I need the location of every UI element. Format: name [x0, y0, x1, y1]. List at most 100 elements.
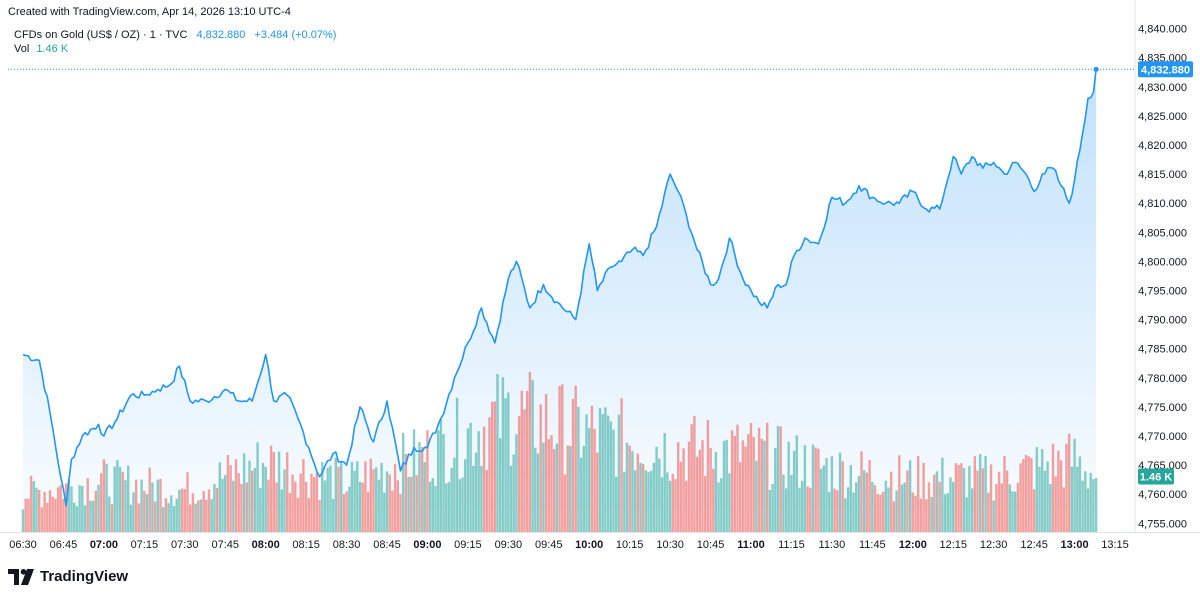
volume-bar	[253, 467, 257, 532]
volume-bar	[453, 457, 456, 532]
volume-bar	[375, 467, 378, 532]
volume-bar	[1016, 482, 1020, 532]
volume-bar	[809, 487, 812, 532]
volume-bar	[110, 504, 114, 532]
volume-bar	[906, 470, 909, 532]
volume-bar	[760, 438, 763, 532]
y-tick-label: 4,825.000	[1138, 111, 1187, 123]
y-tick-label: 4,805.000	[1138, 227, 1187, 239]
volume-bar	[1019, 463, 1022, 532]
volume-bar	[329, 465, 332, 532]
volume-bar	[455, 397, 459, 532]
last-price-tag: 4,832.880	[1138, 61, 1193, 78]
volume-bar	[887, 487, 890, 532]
volume-bar	[366, 491, 370, 532]
volume-bar	[369, 458, 372, 532]
volume-bar	[660, 477, 664, 532]
volume-bar	[917, 456, 920, 532]
volume-bar	[269, 445, 273, 532]
volume-bar	[124, 480, 127, 532]
volume-bar	[64, 483, 68, 532]
tradingview-logo-icon	[8, 568, 34, 585]
volume-bar	[774, 448, 777, 532]
volume-bar	[617, 414, 621, 532]
volume-bar	[911, 492, 914, 532]
y-tick-label: 4,815.000	[1138, 169, 1187, 181]
volume-bar	[828, 491, 831, 532]
volume-bar	[981, 468, 985, 532]
volume-bar	[825, 458, 828, 532]
volume-bar	[256, 442, 259, 532]
tradingview-logo[interactable]: TradingView	[8, 568, 128, 585]
volume-bar	[1057, 450, 1060, 532]
volume-bar	[1027, 456, 1030, 532]
volume-bar	[135, 479, 138, 532]
volume-bar	[957, 464, 960, 532]
volume-bar	[326, 467, 329, 532]
volume-bar	[350, 462, 354, 532]
volume-bar	[466, 428, 470, 532]
volume-bar	[593, 428, 596, 532]
volume-bar	[323, 480, 327, 532]
volume-bar	[687, 441, 691, 532]
x-tick-label: 12:00	[899, 539, 927, 551]
volume-bar	[215, 487, 219, 532]
x-tick-label: 07:30	[171, 539, 199, 551]
volume-bar	[782, 474, 785, 532]
x-tick-label: 11:15	[778, 539, 805, 551]
volume-bar	[91, 500, 95, 532]
volume-bar	[1059, 460, 1063, 532]
volume-bar	[259, 487, 262, 532]
volume-bar	[658, 458, 661, 532]
volume-bar	[741, 440, 745, 532]
volume-bar	[747, 434, 750, 532]
volume-bar	[1068, 433, 1071, 532]
volume-bar	[428, 481, 432, 532]
volume-bar	[666, 472, 669, 532]
volume-bar	[1041, 449, 1044, 532]
volume-bar	[881, 491, 885, 532]
volume-bar	[380, 463, 383, 532]
volume-bar	[334, 457, 337, 532]
volume-bar	[499, 438, 502, 532]
volume-bar	[995, 484, 998, 532]
volume-bar	[1005, 470, 1009, 532]
volume-bar	[318, 500, 321, 532]
x-tick-label: 08:45	[373, 539, 401, 551]
volume-bar	[353, 470, 356, 532]
volume-bar	[685, 480, 688, 532]
volume-bar	[571, 399, 575, 532]
volume-bar	[927, 482, 931, 532]
volume-bar	[574, 385, 577, 532]
volume-bar	[194, 503, 197, 532]
volume-bar	[102, 459, 106, 532]
volume-bar	[836, 490, 839, 532]
volume-bar	[733, 436, 736, 532]
volume-bar	[517, 416, 521, 532]
volume-bar	[62, 498, 65, 532]
symbol-label[interactable]: CFDs on Gold (US$ / OZ) · 1 · TVC	[14, 29, 188, 41]
volume-bar	[199, 499, 203, 532]
volume-bar	[280, 489, 283, 532]
volume-bar	[712, 468, 715, 532]
volume-bar	[132, 492, 135, 532]
volume-bar	[504, 398, 507, 532]
volume-label[interactable]: Vol	[14, 43, 30, 55]
volume-bar	[296, 497, 300, 532]
volume-bar	[539, 404, 542, 532]
volume-bar	[752, 437, 755, 532]
volume-bar	[356, 461, 359, 532]
volume-bar	[496, 374, 499, 532]
volume-bar	[941, 457, 944, 532]
volume-bar	[213, 483, 216, 532]
volume-bar	[59, 485, 62, 532]
x-tick-label: 11:45	[859, 539, 886, 551]
volume-bar	[140, 479, 143, 532]
volume-bar	[286, 452, 289, 532]
volume-bar	[1094, 478, 1098, 532]
volume-bar	[127, 465, 130, 532]
volume-bar	[908, 460, 912, 532]
volume-bar	[598, 408, 602, 532]
volume-bar	[795, 435, 798, 532]
